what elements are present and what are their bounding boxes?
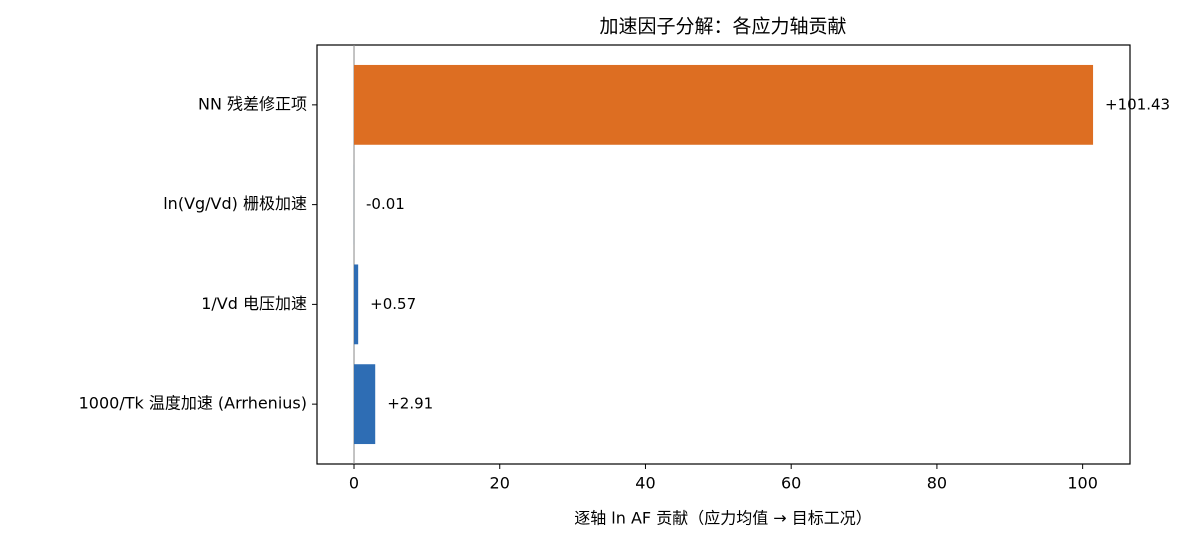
value-label: -0.01 — [366, 195, 405, 213]
y-tick-label: 1/Vd 电压加速 — [201, 294, 307, 313]
bar — [354, 264, 359, 345]
value-label: +0.57 — [370, 295, 416, 313]
chart-title: 加速因子分解：各应力轴贡献 — [599, 16, 846, 38]
y-tick-label: ln(Vg/Vd) 栅极加速 — [163, 194, 307, 213]
x-tick-label: 40 — [635, 474, 655, 493]
bar — [354, 64, 1094, 145]
value-label: +101.43 — [1105, 95, 1170, 113]
bar — [354, 364, 376, 445]
x-tick-label: 0 — [349, 474, 359, 493]
y-tick-label: NN 残差修正项 — [198, 94, 307, 113]
y-tick-label: 1000/Tk 温度加速 (Arrhenius) — [79, 394, 307, 413]
x-tick-label: 60 — [781, 474, 801, 493]
x-tick-label: 100 — [1067, 474, 1098, 493]
x-axis-label: 逐轴 ln AF 贡献（应力均值 → 目标工况） — [574, 509, 872, 528]
x-tick-label: 80 — [927, 474, 947, 493]
plot-frame — [316, 44, 1131, 465]
value-label: +2.91 — [387, 395, 433, 413]
x-tick-label: 20 — [490, 474, 510, 493]
